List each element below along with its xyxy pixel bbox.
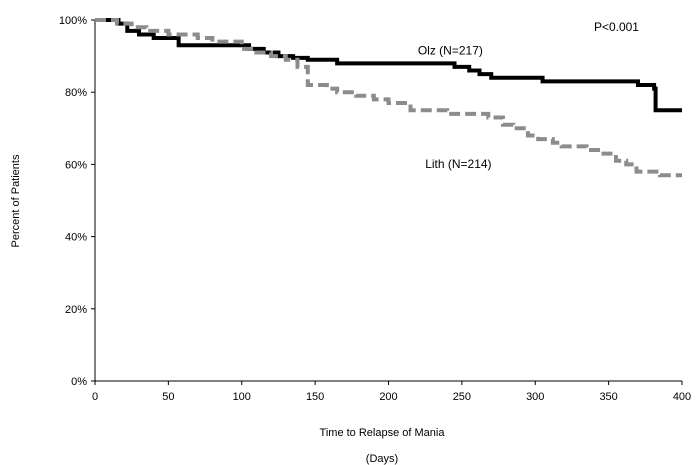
y-tick-label: 0%	[71, 376, 87, 388]
x-tick-label: 150	[306, 391, 324, 403]
x-tick-label: 350	[599, 391, 617, 403]
y-tick-label: 100%	[59, 15, 87, 27]
lith-series-line	[95, 18, 682, 178]
x-tick-label: 400	[673, 391, 691, 403]
y-axis-label: Percent of Patients	[10, 154, 22, 247]
x-tick-label: 50	[162, 391, 174, 403]
olz-series-line	[95, 18, 682, 113]
x-tick-label: 100	[233, 391, 251, 403]
x-tick-label: 300	[526, 391, 544, 403]
series-layer	[95, 18, 682, 178]
x-tick-label: 200	[379, 391, 397, 403]
x-axis-label: Time to Relapse of Mania	[320, 427, 446, 439]
y-tick-label: 60%	[65, 159, 87, 171]
x-ticks: 0 50 100 150 200 250 300 350 400	[92, 381, 691, 403]
p-value-annotation: P<0.001	[594, 20, 639, 34]
lith-series-label: Lith (N=214)	[425, 157, 491, 171]
x-tick-label: 0	[92, 391, 98, 403]
x-tick-label: 250	[453, 391, 471, 403]
annotations: P<0.001 Olz (N=217) Lith (N=214)	[418, 20, 639, 171]
x-axis-units-label: (Days)	[366, 453, 398, 465]
y-tick-label: 40%	[65, 232, 87, 244]
y-tick-label: 80%	[65, 87, 87, 99]
y-tick-label: 20%	[65, 304, 87, 316]
olz-series-label: Olz (N=217)	[418, 43, 483, 57]
y-ticks: 0% 20% 40% 60% 80% 100%	[59, 15, 95, 388]
axes	[94, 20, 682, 382]
